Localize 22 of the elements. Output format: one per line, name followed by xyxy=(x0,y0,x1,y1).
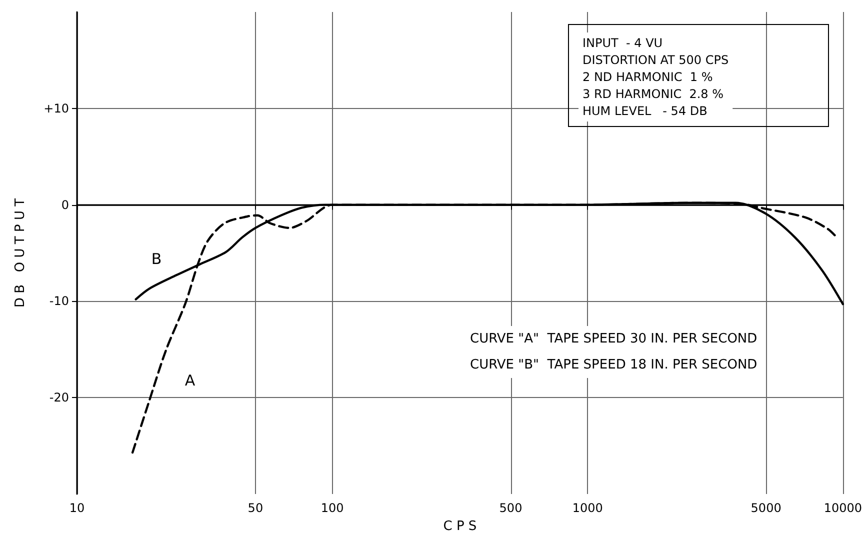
x-tick-label: 500 xyxy=(499,501,522,515)
x-tick-label: 5000 xyxy=(750,501,782,515)
annotation: DISTORTION AT 500 CPS xyxy=(582,53,729,67)
x-axis-title: C P S xyxy=(443,519,477,534)
annotation: 2 ND HARMONIC 1 % xyxy=(582,70,713,84)
x-tick-label: 10 xyxy=(69,501,85,515)
x-tick-label: 100 xyxy=(320,501,344,515)
annotation: HUM LEVEL - 54 DB xyxy=(582,104,708,118)
series-label: A xyxy=(184,371,196,390)
annotation: INPUT - 4 VU xyxy=(582,36,663,50)
y-tick-label: -10 xyxy=(49,294,69,308)
y-tick-label: +10 xyxy=(44,101,69,116)
annotation: 3 RD HARMONIC 2.8 % xyxy=(582,87,724,101)
annotation: CURVE "A" TAPE SPEED 30 IN. PER SECOND xyxy=(470,332,758,346)
x-tick-label: 10000 xyxy=(824,501,862,515)
series-label: B xyxy=(151,250,162,268)
y-tick-label: 0 xyxy=(61,198,69,212)
annotation: CURVE "B" TAPE SPEED 18 IN. PER SECOND xyxy=(470,358,758,372)
y-tick-label: -20 xyxy=(49,390,69,405)
y-axis-title: D B O U T P U T xyxy=(13,198,28,308)
x-tick-label: 1000 xyxy=(572,501,603,515)
x-tick-label: 50 xyxy=(248,501,264,515)
